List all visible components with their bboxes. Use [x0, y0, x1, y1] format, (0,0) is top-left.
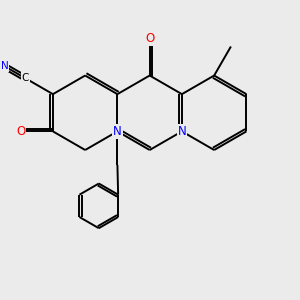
Text: N: N	[178, 125, 186, 138]
Text: O: O	[16, 125, 25, 138]
Text: N: N	[1, 61, 8, 71]
Text: O: O	[145, 32, 154, 45]
Text: N: N	[113, 125, 122, 138]
Text: C: C	[22, 73, 29, 83]
